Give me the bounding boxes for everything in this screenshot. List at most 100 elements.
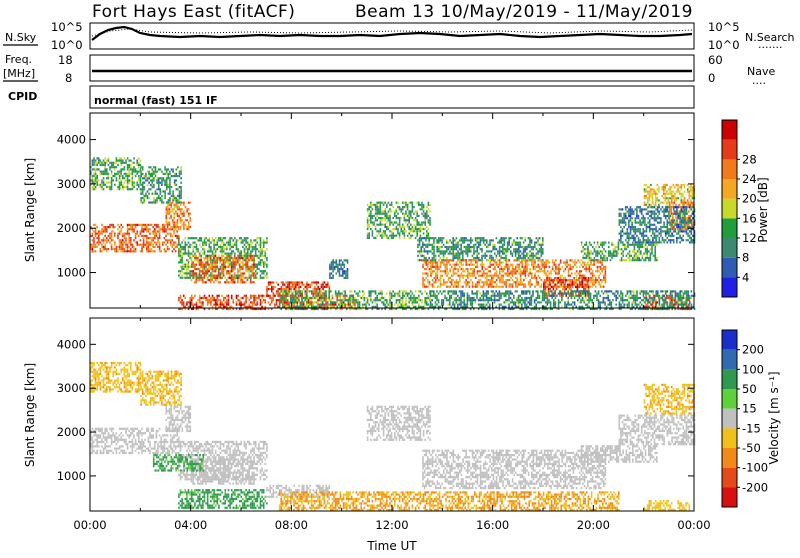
heatmap-cell	[144, 244, 146, 246]
heatmap-cell	[404, 217, 406, 219]
heatmap-cell	[537, 275, 539, 277]
heatmap-cell	[440, 250, 442, 252]
heatmap-cell	[528, 253, 530, 255]
heatmap-cell	[138, 224, 140, 226]
heatmap-cell	[368, 293, 370, 295]
heatmap-cell	[554, 284, 556, 286]
heatmap-cell	[464, 237, 466, 239]
heatmap-cell	[178, 275, 180, 277]
heatmap-cell	[452, 255, 454, 257]
heatmap-cell	[518, 242, 520, 244]
heatmap-cell	[148, 182, 150, 184]
heatmap-cell	[438, 279, 440, 281]
heatmap-cell	[601, 270, 603, 272]
heatmap-cell	[340, 275, 342, 277]
heatmap-cell	[588, 279, 590, 281]
heatmap-cell	[111, 188, 113, 190]
heatmap-cell	[437, 270, 439, 272]
heatmap-cell	[169, 184, 171, 186]
heatmap-cell	[462, 277, 464, 279]
heatmap-cell	[120, 244, 122, 246]
heatmap-cell	[117, 171, 119, 173]
heatmap-cell	[132, 186, 134, 188]
heatmap-cell	[438, 250, 440, 252]
heatmap-cell	[622, 253, 624, 255]
heatmap-cell	[147, 179, 149, 181]
heatmap-cell	[146, 244, 148, 246]
heatmap-cell	[440, 246, 442, 248]
heatmap-cell	[408, 210, 410, 212]
heatmap-cell	[132, 244, 134, 246]
heatmap-cell	[584, 248, 586, 250]
heatmap-cell	[577, 288, 579, 290]
heatmap-cell	[260, 253, 262, 255]
heatmap-cell	[225, 253, 227, 255]
heatmap-cell	[521, 237, 523, 239]
heatmap-cell	[109, 166, 111, 168]
heatmap-cell	[253, 264, 255, 266]
heatmap-cell	[501, 286, 503, 288]
heatmap-cell	[209, 295, 211, 297]
heatmap-cell	[138, 186, 140, 188]
heatmap-cell	[521, 266, 523, 268]
heatmap-cell	[399, 208, 401, 210]
heatmap-cell	[292, 281, 294, 283]
heatmap-cell	[220, 281, 222, 283]
heatmap-cell	[174, 226, 176, 228]
heatmap-cell	[593, 261, 595, 263]
heatmap-cell	[205, 261, 207, 263]
heatmap-cell	[494, 248, 496, 250]
heatmap-cell	[520, 281, 522, 283]
heatmap-cell	[446, 248, 448, 250]
heatmap-cell	[436, 248, 438, 250]
heatmap-cell	[477, 264, 479, 266]
heatmap-cell	[505, 266, 507, 268]
heatmap-cell	[484, 244, 486, 246]
heatmap-cell	[183, 266, 185, 268]
heatmap-cell	[513, 272, 515, 274]
heatmap-cell	[545, 275, 547, 277]
heatmap-cell	[136, 182, 138, 184]
heatmap-cell	[183, 215, 185, 217]
heatmap-cell	[505, 272, 507, 274]
heatmap-cell	[183, 239, 185, 241]
heatmap-cell	[160, 193, 162, 195]
heatmap-cell	[605, 255, 607, 257]
heatmap-cell	[605, 259, 607, 261]
heatmap-cell	[229, 270, 231, 272]
heatmap-cell	[135, 241, 137, 243]
heatmap-cell	[159, 235, 161, 237]
heatmap-cell	[603, 277, 605, 279]
heatmap-cell	[360, 297, 362, 299]
heatmap-cell	[239, 259, 241, 261]
heatmap-cell	[258, 268, 260, 270]
heatmap-cell	[357, 293, 359, 295]
heatmap-cell	[266, 259, 268, 261]
heatmap-cell	[435, 277, 437, 279]
heatmap-cell	[378, 210, 380, 212]
heatmap-cell	[159, 230, 161, 232]
heatmap-cell	[292, 293, 294, 295]
heatmap-cell	[523, 253, 525, 255]
heatmap-cell	[104, 166, 106, 168]
heatmap-cell	[376, 219, 378, 221]
heatmap-cell	[590, 281, 592, 283]
heatmap-cell	[234, 255, 236, 257]
heatmap-cell	[452, 237, 454, 239]
heatmap-cell	[95, 164, 97, 166]
heatmap-cell	[610, 250, 612, 252]
heatmap-cell	[148, 246, 150, 248]
heatmap-cell	[370, 297, 372, 299]
noise-right-tick-bottom: 10^0	[708, 38, 740, 52]
heatmap-cell	[293, 304, 295, 306]
heatmap-cell	[602, 257, 604, 259]
heatmap-cell	[207, 268, 209, 270]
heatmap-cell	[148, 166, 150, 168]
heatmap-cell	[231, 266, 233, 268]
heatmap-cell	[422, 246, 424, 248]
heatmap-cell	[504, 266, 506, 268]
heatmap-cell	[376, 304, 378, 306]
heatmap-cell	[602, 259, 604, 261]
heatmap-cell	[162, 230, 164, 232]
heatmap-cell	[150, 175, 152, 177]
